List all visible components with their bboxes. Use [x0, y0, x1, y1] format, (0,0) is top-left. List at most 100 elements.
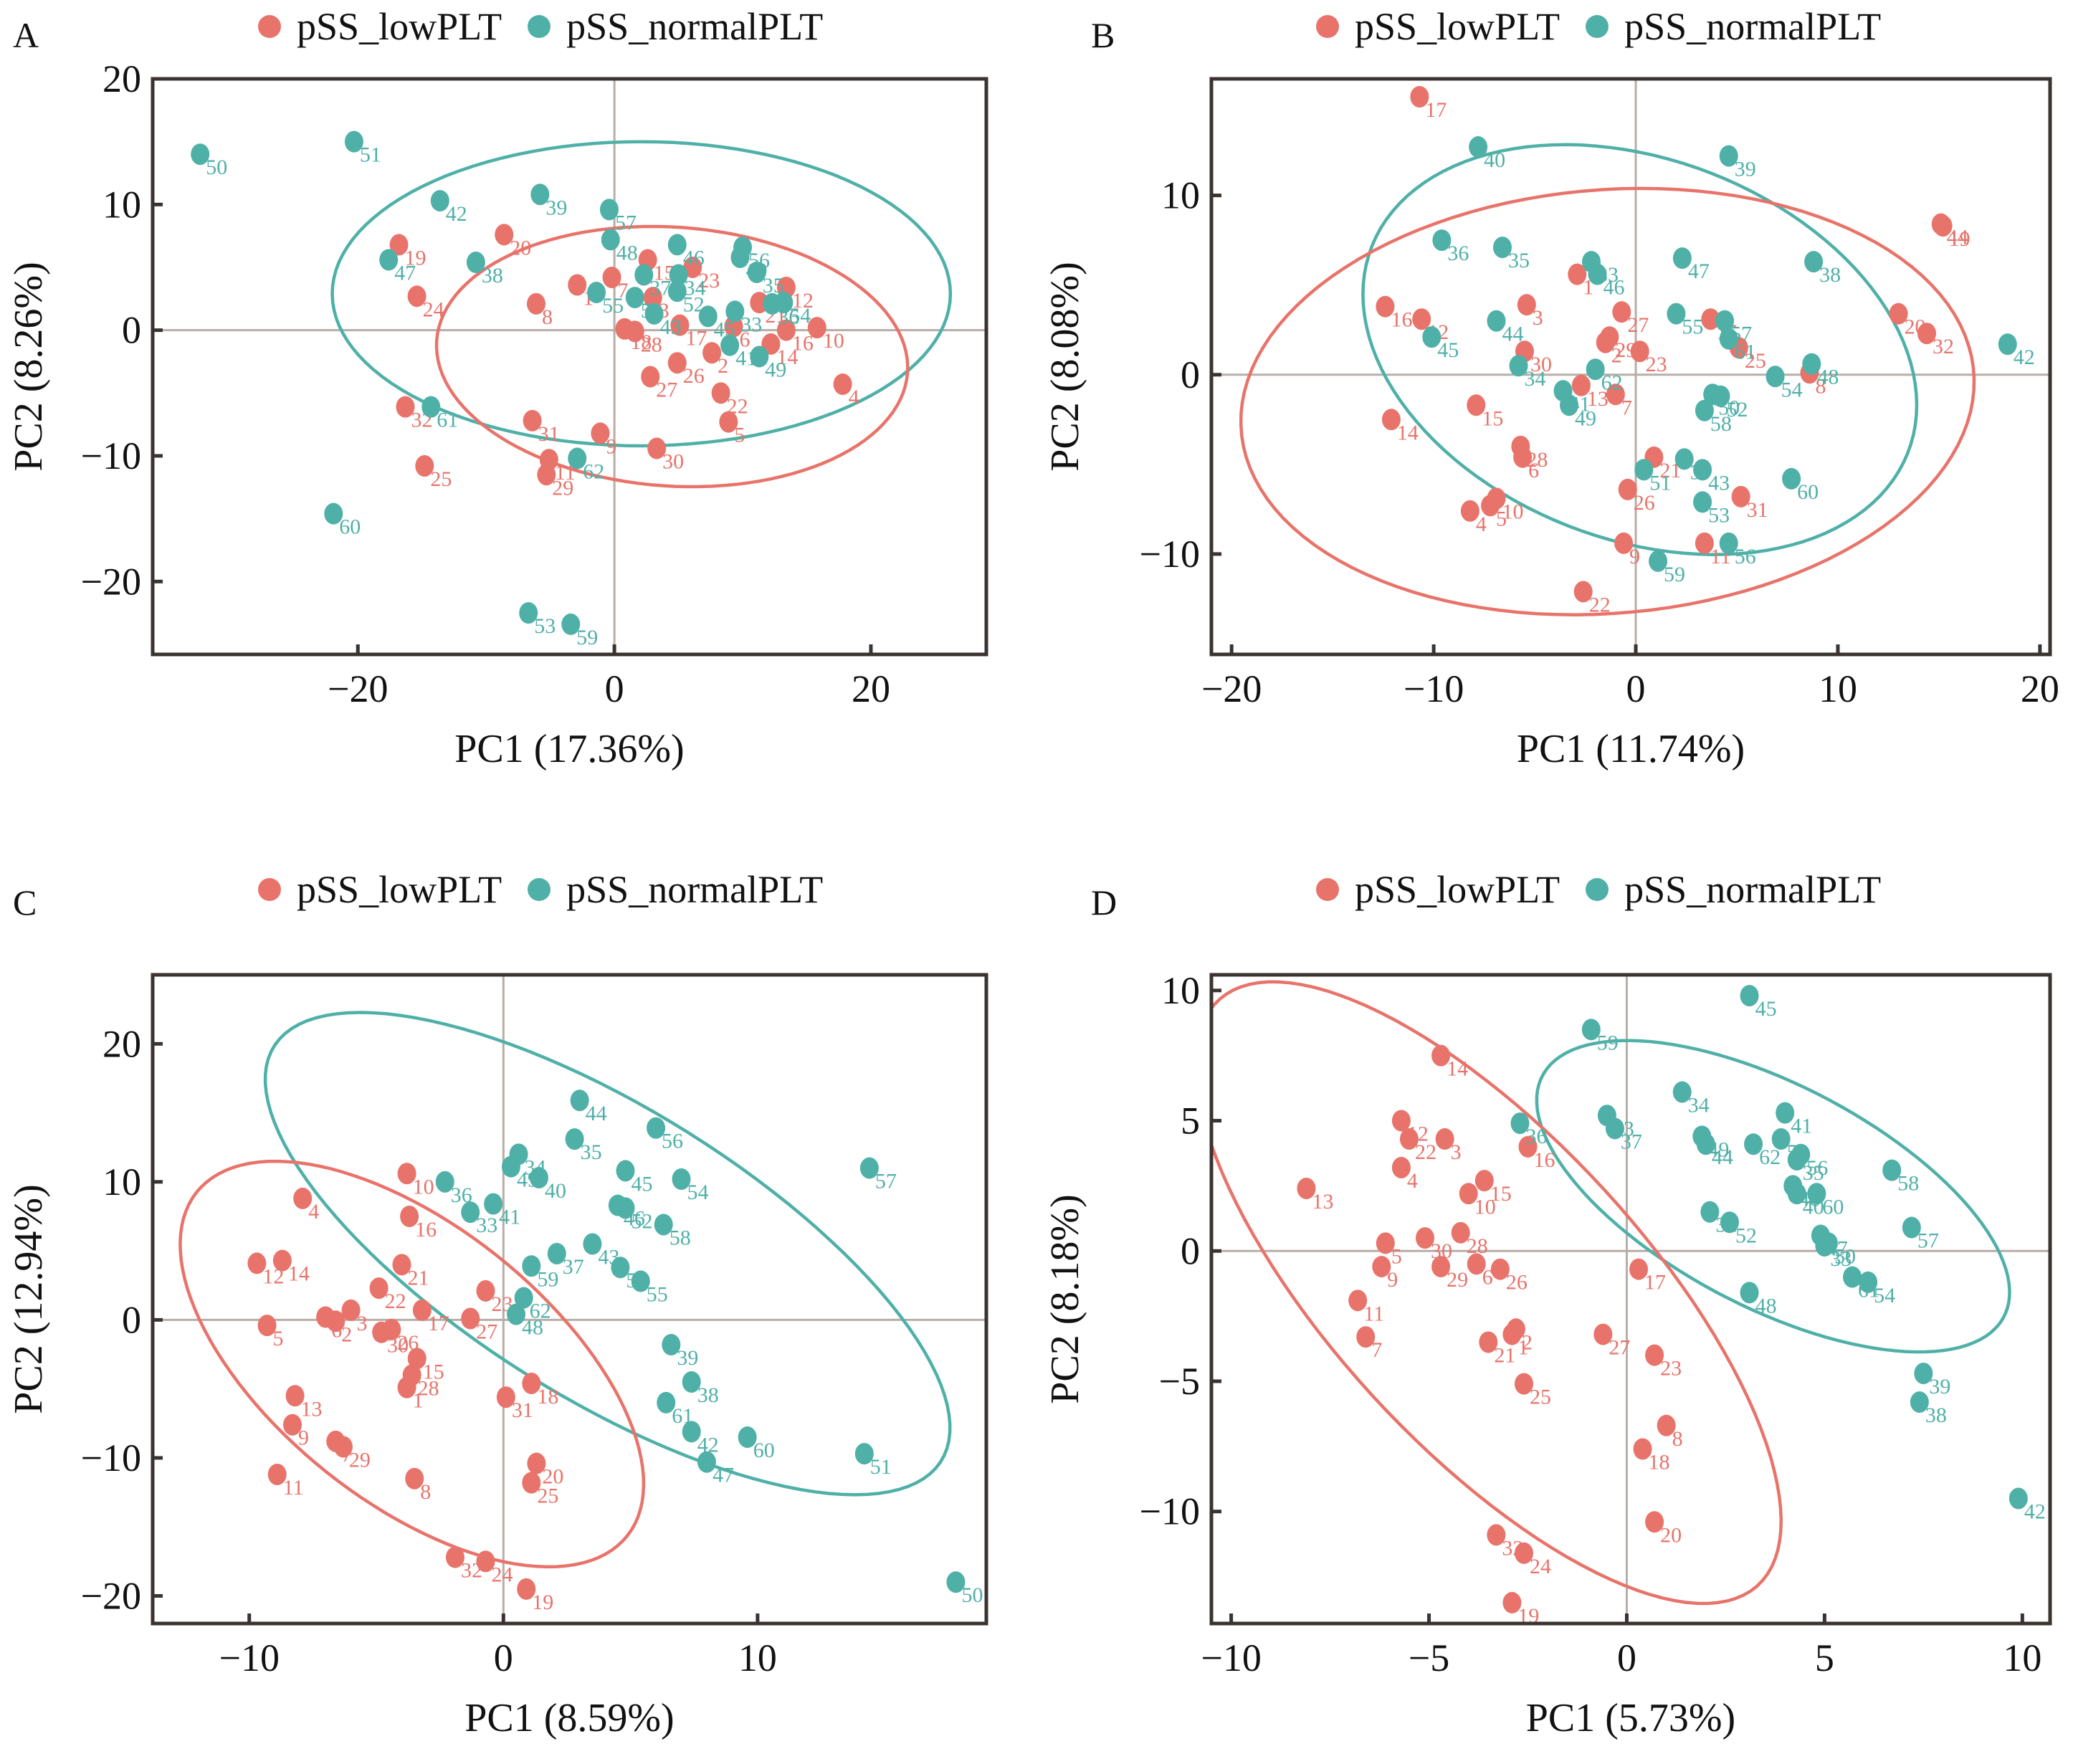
data-point [1510, 1112, 1530, 1135]
point-label: 8 [1816, 374, 1826, 398]
data-point [379, 249, 399, 271]
data-point [397, 1163, 416, 1185]
point-label: 8 [420, 1480, 431, 1504]
point-label: 47 [1688, 259, 1710, 283]
data-point [570, 1090, 589, 1112]
point-label: 48 [1817, 366, 1839, 389]
data-point [644, 302, 664, 325]
point-label: 30 [662, 449, 684, 473]
point-label: 62 [530, 1300, 551, 1323]
data-point [1804, 251, 1824, 273]
point-label: 53 [1708, 503, 1730, 527]
point-label: 2 [718, 354, 728, 378]
plot-frame [1209, 973, 2052, 1626]
point-label: 20 [1660, 1523, 1682, 1547]
data-point [389, 234, 409, 256]
point-label: 21 [407, 1266, 429, 1289]
data-point [591, 422, 610, 444]
point-label: 45 [1437, 338, 1459, 362]
point-label: 54 [1874, 1284, 1895, 1307]
data-point [1431, 1256, 1451, 1278]
y-tick-label: 10 [1161, 174, 1200, 217]
y-axis-label: PC2 (8.18%) [1043, 1194, 1087, 1403]
confidence-ellipse-low [1239, 186, 1976, 616]
data-point [807, 317, 826, 339]
data-point [1410, 86, 1429, 108]
data-point [1614, 532, 1634, 554]
y-tick-label: −10 [1140, 1490, 1200, 1533]
data-point [1502, 1591, 1522, 1613]
y-tick-label: −10 [81, 434, 141, 477]
data-point [1481, 495, 1500, 517]
data-point [272, 1249, 292, 1272]
point-label: 16 [415, 1218, 437, 1241]
data-point [407, 1348, 426, 1370]
data-point [1518, 1135, 1538, 1158]
point-label: 35 [1508, 249, 1530, 272]
data-point [587, 282, 606, 304]
point-label: 37 [563, 1255, 584, 1279]
data-point [1588, 263, 1607, 285]
data-point [1560, 394, 1579, 416]
data-point [1606, 383, 1625, 406]
data-point [682, 1371, 701, 1393]
point-label: 14 [776, 345, 798, 369]
data-point [662, 1334, 681, 1356]
data-point [1460, 500, 1479, 522]
data-point [654, 1214, 673, 1236]
x-tick-label: 10 [738, 1636, 777, 1679]
data-point [672, 1168, 691, 1190]
x-tick-label: 20 [2021, 667, 2059, 710]
point-label: 27 [656, 378, 677, 402]
point-label: 10 [1502, 500, 1524, 523]
point-label: 23 [1660, 1357, 1682, 1381]
data-point [719, 411, 738, 433]
data-point [1467, 394, 1486, 416]
data-point [1695, 532, 1714, 554]
data-point [568, 274, 587, 296]
point-label: 23 [698, 269, 720, 292]
data-point [501, 1155, 520, 1178]
data-point [601, 229, 620, 251]
confidence-ellipse-low [434, 224, 910, 489]
point-label: 34 [1525, 367, 1546, 391]
point-label: 25 [1530, 1386, 1551, 1409]
x-tick-label: 0 [1617, 1636, 1636, 1679]
legend-item-normal: pSS_normalPLT [1586, 4, 1881, 49]
legend-item-normal: pSS_normalPLT [528, 867, 823, 912]
point-label: 5 [734, 424, 745, 447]
data-point [522, 1472, 541, 1494]
data-point [738, 1426, 757, 1449]
data-point [611, 1257, 630, 1279]
point-label: 1 [413, 1389, 424, 1413]
point-label: 4 [308, 1200, 319, 1224]
point-label: 61 [1735, 340, 1756, 364]
data-point [1432, 229, 1452, 252]
data-point [1815, 1234, 1834, 1257]
data-point [1744, 1133, 1763, 1155]
data-point [1573, 581, 1593, 603]
data-point [1998, 333, 2017, 356]
point-label: 52 [1735, 1224, 1757, 1247]
x-axis-label: PC1 (5.73%) [1526, 1696, 1735, 1740]
point-label: 17 [428, 1312, 449, 1335]
data-point [1459, 1183, 1478, 1205]
point-label: 13 [1587, 387, 1609, 411]
x-tick-label: 10 [2003, 1636, 2041, 1679]
data-point [1356, 1326, 1376, 1348]
data-point [1765, 366, 1785, 388]
data-point [1667, 302, 1686, 325]
plot-frame [151, 77, 988, 657]
point-label: 51 [360, 143, 381, 167]
data-point [1696, 1133, 1715, 1155]
y-axis-label: PC2 (12.94%) [6, 1184, 51, 1413]
data-point [1618, 478, 1637, 500]
point-label: 17 [685, 327, 707, 351]
data-point [1490, 1258, 1510, 1280]
point-label: 4 [1476, 512, 1487, 536]
point-label: 24 [491, 1563, 513, 1586]
point-label: 3 [1533, 306, 1543, 330]
point-label: 34 [1688, 1094, 1710, 1117]
data-point [667, 352, 687, 374]
point-label: 19 [1949, 227, 1970, 251]
